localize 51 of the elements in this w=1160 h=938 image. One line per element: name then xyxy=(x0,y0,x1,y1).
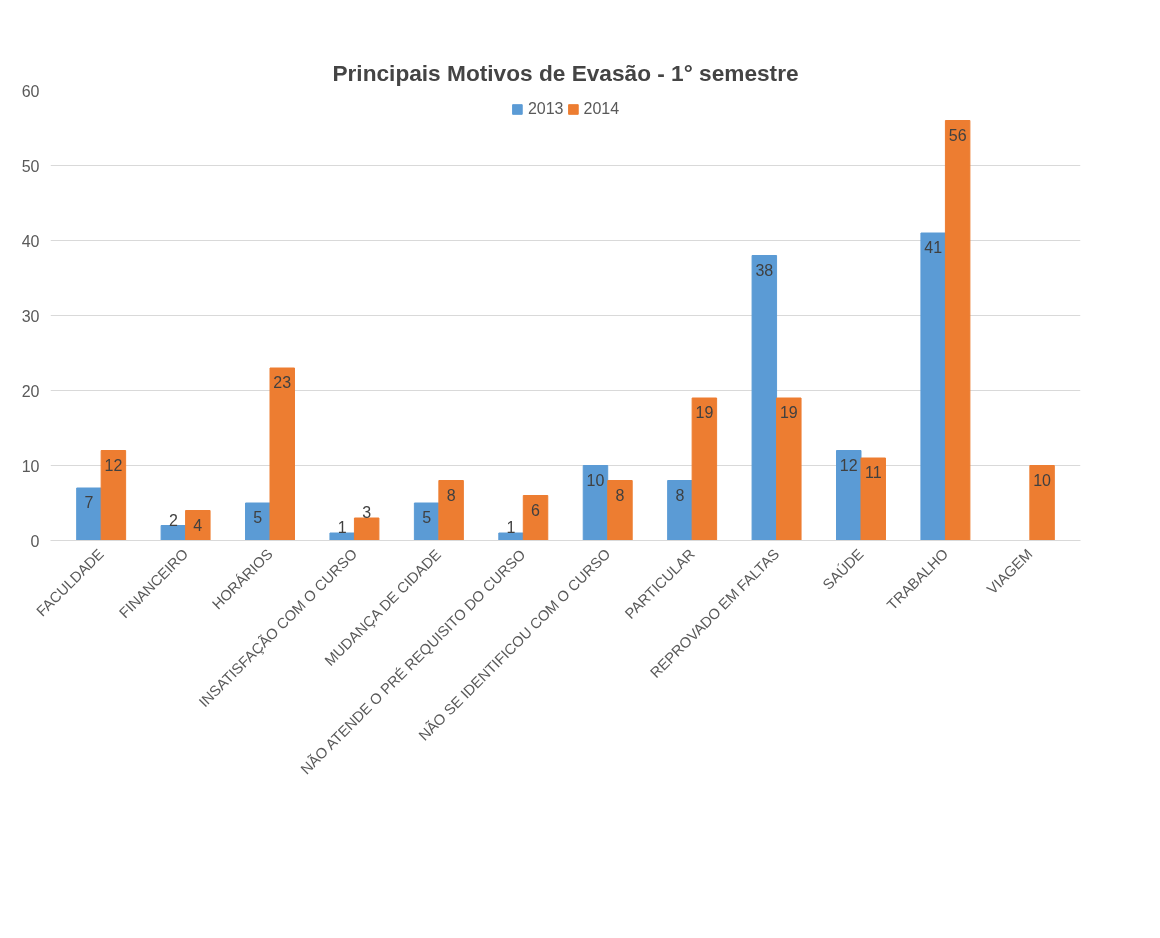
data-label: 7 xyxy=(84,494,94,511)
bar xyxy=(438,480,464,541)
y-tick-label: 40 xyxy=(21,232,40,250)
data-label: 38 xyxy=(755,261,774,279)
legend-label: 2014 xyxy=(583,100,620,118)
y-tick-label: 50 xyxy=(21,157,40,175)
bar xyxy=(160,525,187,541)
y-tick-label: 0 xyxy=(30,532,40,550)
y-tick-label: 20 xyxy=(21,382,40,400)
bar xyxy=(522,495,549,541)
data-label: 10 xyxy=(1033,471,1052,489)
bar xyxy=(100,450,127,541)
bar xyxy=(185,510,211,541)
bar xyxy=(353,517,380,541)
data-label: 6 xyxy=(531,501,541,519)
data-label: 8 xyxy=(615,486,625,504)
data-label: 23 xyxy=(273,374,292,391)
data-label: 41 xyxy=(924,239,943,256)
bar xyxy=(776,397,802,541)
y-tick-label: 30 xyxy=(21,307,40,325)
bar xyxy=(860,457,886,541)
bar xyxy=(498,532,524,541)
data-label: 10 xyxy=(586,471,605,489)
data-label: 1 xyxy=(337,519,347,536)
data-label: 12 xyxy=(839,456,858,474)
bar xyxy=(1029,465,1055,541)
bar xyxy=(269,367,295,541)
data-label: 1 xyxy=(506,519,516,536)
y-tick-label: 60 xyxy=(21,82,40,100)
data-label: 5 xyxy=(422,509,432,526)
bar xyxy=(751,255,778,541)
bar xyxy=(944,120,971,541)
data-label: 3 xyxy=(362,504,372,521)
data-label: 56 xyxy=(948,126,967,144)
data-label: 5 xyxy=(253,509,263,526)
data-label: 12 xyxy=(104,456,123,474)
legend-label: 2013 xyxy=(527,100,564,118)
data-label: 11 xyxy=(864,464,882,481)
bar xyxy=(607,480,633,541)
data-label: 4 xyxy=(193,516,203,534)
data-label: 8 xyxy=(446,486,456,504)
bar xyxy=(920,232,946,541)
data-label: 19 xyxy=(779,404,798,421)
bar xyxy=(329,532,355,541)
bar xyxy=(691,397,718,541)
data-label: 8 xyxy=(675,486,685,504)
bar xyxy=(76,487,102,541)
data-label: 19 xyxy=(695,404,714,421)
data-label: 2 xyxy=(168,511,178,529)
y-tick-label: 10 xyxy=(21,457,40,475)
chart-title: Principais Motivos de Evasão - 1° semestre xyxy=(332,59,799,86)
